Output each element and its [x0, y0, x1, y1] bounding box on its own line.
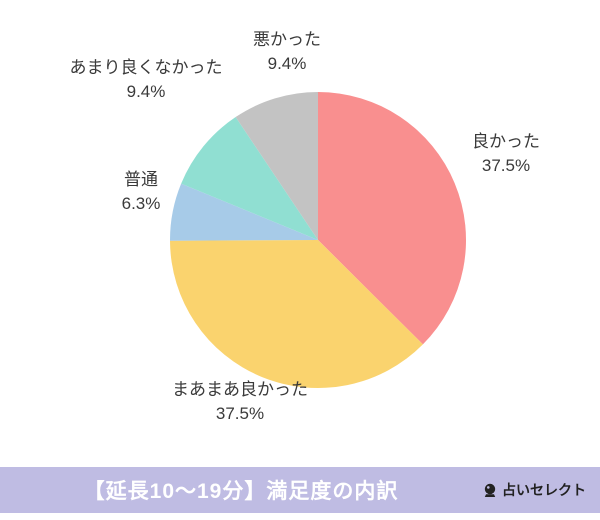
slice-label-text: 普通	[124, 170, 158, 189]
slice-label-text: 悪かった	[253, 30, 321, 49]
slice-label-warukatta: 悪かった 9.4%	[253, 28, 321, 76]
slice-pct-text: 37.5%	[215, 404, 265, 424]
slice-label-text: まあまあ良かった	[172, 380, 308, 399]
slice-pct-text: 9.4%	[267, 54, 307, 74]
slice-label-futsuu: 普通 6.3%	[122, 168, 161, 216]
slice-pct-text: 6.3%	[121, 194, 161, 214]
slice-pct-text: 9.4%	[126, 82, 166, 102]
slice-label-maamaa-yokatta: まあまあ良かった 37.5%	[172, 378, 308, 426]
chart-title: 【延長10〜19分】満足度の内訳	[83, 480, 399, 503]
footer-banner: 【延長10〜19分】満足度の内訳 占いセレクト	[0, 467, 600, 513]
slice-label-yokatta: 良かった 37.5%	[472, 130, 540, 178]
site-logo: 占いセレクト	[482, 480, 600, 500]
slice-label-amari-yokunakatta: あまり良くなかった 9.4%	[70, 56, 223, 104]
crystal-ball-icon	[482, 482, 498, 498]
pie-slice	[318, 92, 467, 345]
chart-area: 良かった 37.5% まあまあ良かった 37.5% 普通 6.3% あまり良くな…	[70, 28, 541, 426]
pie-slice	[169, 183, 318, 241]
pie-chart	[169, 92, 467, 389]
pie-slice	[235, 92, 318, 240]
slice-label-text: あまり良くなかった	[69, 58, 223, 77]
pie-slice	[170, 240, 423, 389]
logo-text: 占いセレクト	[502, 482, 586, 498]
pie-slice	[181, 117, 318, 240]
slice-label-text: 良かった	[472, 132, 540, 151]
slice-pct-text: 37.5%	[481, 156, 531, 176]
